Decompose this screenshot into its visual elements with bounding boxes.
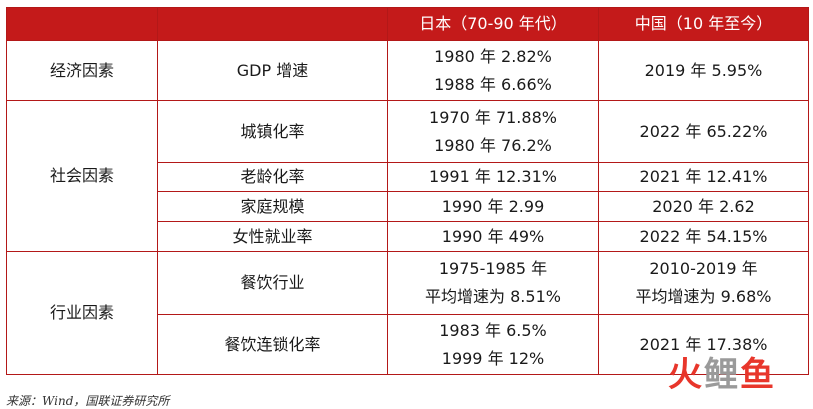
header-japan: 日本（70-90 年代） bbox=[387, 7, 599, 41]
indicator-cell: 餐饮连锁化率 bbox=[157, 314, 388, 375]
watermark-char: 鲤 bbox=[704, 355, 738, 395]
china-value: 平均增速为 9.68% bbox=[635, 287, 772, 306]
table-header-row: 日本（70-90 年代） 中国（10 年至今） bbox=[6, 7, 809, 41]
watermark-logo: 火 鲤 鱼 bbox=[668, 355, 774, 395]
category-economic: 经济因素 bbox=[6, 40, 158, 101]
china-cell: 2020 年 2.62 bbox=[598, 191, 809, 222]
japan-cell: 1983 年 6.5% 1999 年 12% bbox=[387, 314, 599, 375]
japan-cell: 1975-1985 年 平均增速为 8.51% bbox=[387, 251, 599, 315]
china-cell: 2019 年 5.95% bbox=[598, 40, 809, 101]
comparison-table: 日本（70-90 年代） 中国（10 年至今） 经济因素 GDP 增速 1980… bbox=[6, 7, 809, 375]
table-row: 社会因素 城镇化率 1970 年 71.88% 1980 年 76.2% 202… bbox=[6, 100, 809, 252]
japan-value: 1990 年 2.99 bbox=[441, 196, 545, 216]
japan-value: 平均增速为 8.51% bbox=[425, 287, 561, 306]
china-cell: 2021 年 17.38% bbox=[598, 314, 809, 375]
china-cell: 2010-2019 年 平均增速为 9.68% bbox=[598, 251, 809, 315]
japan-value: 1980 年 2.82% bbox=[434, 46, 552, 66]
japan-cell: 1980 年 2.82% 1988 年 6.66% bbox=[387, 40, 599, 101]
indicator-cell: GDP 增速 bbox=[157, 40, 388, 101]
japan-value: 1990 年 49% bbox=[441, 226, 545, 246]
japan-cell: 1990 年 49% bbox=[387, 221, 599, 252]
china-cell: 2022 年 65.22% bbox=[598, 100, 809, 163]
header-china: 中国（10 年至今） bbox=[598, 7, 809, 41]
watermark-char: 鱼 bbox=[740, 355, 774, 395]
header-category bbox=[6, 7, 158, 41]
source-note: 来源：Wind，国联证券研究所 bbox=[6, 394, 170, 408]
china-value: 2022 年 54.15% bbox=[639, 226, 768, 246]
table-row: 餐饮连锁化率 1983 年 6.5% 1999 年 12% 2021 年 17.… bbox=[7, 314, 809, 375]
table-row: 经济因素 GDP 增速 1980 年 2.82% 1988 年 6.66% 20… bbox=[6, 40, 809, 101]
category-industry: 行业因素 bbox=[6, 251, 158, 375]
japan-value: 1970 年 71.88% bbox=[429, 107, 557, 127]
header-indicator bbox=[157, 7, 388, 41]
table-row: 行业因素 餐饮行业 1975-1985 年 平均增速为 8.51% 2010-2… bbox=[6, 251, 809, 375]
japan-cell: 1991 年 12.31% bbox=[387, 162, 599, 192]
japan-value: 1980 年 76.2% bbox=[434, 135, 552, 155]
china-value: 2021 年 12.41% bbox=[639, 167, 768, 186]
table-row: 女性就业率 1990 年 49% 2022 年 54.15% bbox=[7, 221, 809, 252]
china-value: 2010-2019 年 bbox=[649, 259, 758, 278]
japan-value: 1988 年 6.66% bbox=[434, 74, 552, 94]
japan-cell: 1970 年 71.88% 1980 年 76.2% bbox=[387, 100, 599, 163]
china-cell: 2022 年 54.15% bbox=[598, 221, 809, 252]
indicator-cell: 女性就业率 bbox=[157, 221, 388, 252]
china-value: 2022 年 65.22% bbox=[639, 121, 768, 141]
indicator-cell: 餐饮行业 bbox=[157, 251, 388, 315]
china-cell: 2021 年 12.41% bbox=[598, 162, 809, 192]
japan-value: 1983 年 6.5% bbox=[439, 320, 547, 340]
japan-cell: 1990 年 2.99 bbox=[387, 191, 599, 222]
table-row: 家庭规模 1990 年 2.99 2020 年 2.62 bbox=[7, 191, 809, 222]
indicator-cell: 老龄化率 bbox=[157, 162, 388, 192]
china-value: 2020 年 2.62 bbox=[652, 196, 755, 216]
japan-value: 1975-1985 年 bbox=[438, 259, 548, 278]
japan-value: 1991 年 12.31% bbox=[429, 167, 557, 186]
category-social: 社会因素 bbox=[6, 100, 158, 252]
china-value: 2019 年 5.95% bbox=[644, 60, 763, 80]
china-value: 2021 年 17.38% bbox=[639, 334, 768, 354]
watermark-char: 火 bbox=[668, 355, 702, 395]
indicator-cell: 家庭规模 bbox=[157, 191, 388, 222]
table-row: 老龄化率 1991 年 12.31% 2021 年 12.41% bbox=[7, 162, 809, 192]
japan-value: 1999 年 12% bbox=[441, 348, 545, 368]
indicator-cell: 城镇化率 bbox=[157, 100, 388, 163]
